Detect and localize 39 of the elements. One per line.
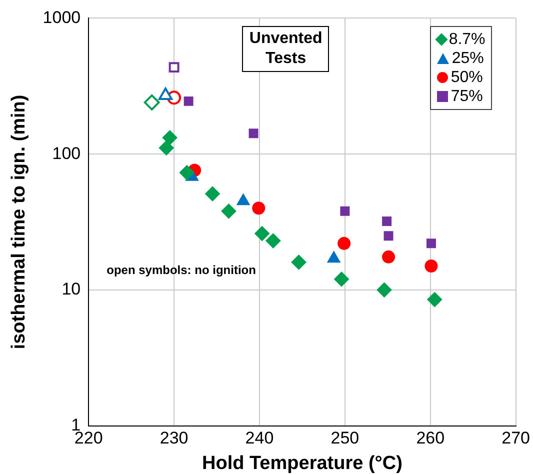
point [266,233,281,248]
text: Unvented Tests [242,26,330,72]
point [158,140,174,156]
point [254,226,270,242]
point [427,292,442,308]
y-axis-title: isothermal time to ign. (min) [8,94,30,350]
point [162,130,178,146]
point [426,238,436,248]
point [291,254,306,270]
x-tick-label: 260 [416,428,445,448]
legend-label: 8.7% [448,30,486,50]
legend-label: 75% [450,87,483,106]
x-tick-label: 270 [502,428,530,448]
y-tick-label: 100 [52,144,81,163]
point [382,216,392,226]
point [252,202,266,215]
point [376,282,392,298]
x-tick-label: 230 [160,428,188,448]
point [424,260,438,273]
point [184,96,194,106]
legend-label: 25% [452,49,484,68]
x-tick-label: 250 [330,428,360,448]
annotation: open symbols: no ignition [106,262,256,277]
x-tick-label: 240 [245,428,274,448]
point [205,186,220,202]
point [340,206,350,216]
point [248,128,258,138]
point [179,165,194,180]
point [144,94,160,110]
point [384,231,394,241]
point [382,250,396,264]
point [221,204,236,219]
legend-label: 50% [450,68,483,88]
x-axis-title: Hold Temperature (°C) [202,452,402,474]
point [338,236,351,250]
y-tick-label: 10 [62,280,81,299]
point [334,272,350,287]
y-tick-label: 1000 [42,8,81,27]
point [168,62,180,73]
